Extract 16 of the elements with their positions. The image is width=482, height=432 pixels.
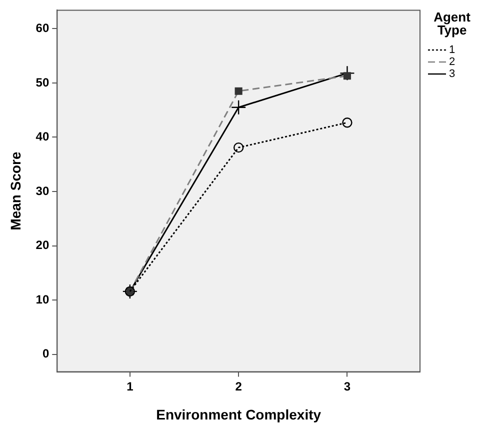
y-tick-label: 20 — [36, 238, 50, 252]
y-axis-title: Mean Score — [7, 151, 24, 230]
y-tick-label: 40 — [36, 130, 50, 144]
legend-label: 3 — [449, 68, 456, 80]
x-tick-label: 2 — [235, 379, 242, 394]
legend-title: Agent Type — [434, 10, 472, 38]
x-tick-label: 1 — [126, 379, 134, 394]
x-tick-label: 3 — [344, 379, 351, 394]
y-tick-label: 10 — [36, 292, 50, 306]
y-tick-label: 50 — [36, 75, 50, 90]
y-tick-label: 60 — [36, 20, 50, 35]
y-tick-label: 30 — [36, 184, 50, 198]
y-tick-label: 0 — [42, 346, 50, 361]
x-axis-title: Environment Complexity — [156, 406, 322, 422]
legend-label: 2 — [449, 56, 456, 68]
legend-label: 1 — [449, 44, 456, 56]
